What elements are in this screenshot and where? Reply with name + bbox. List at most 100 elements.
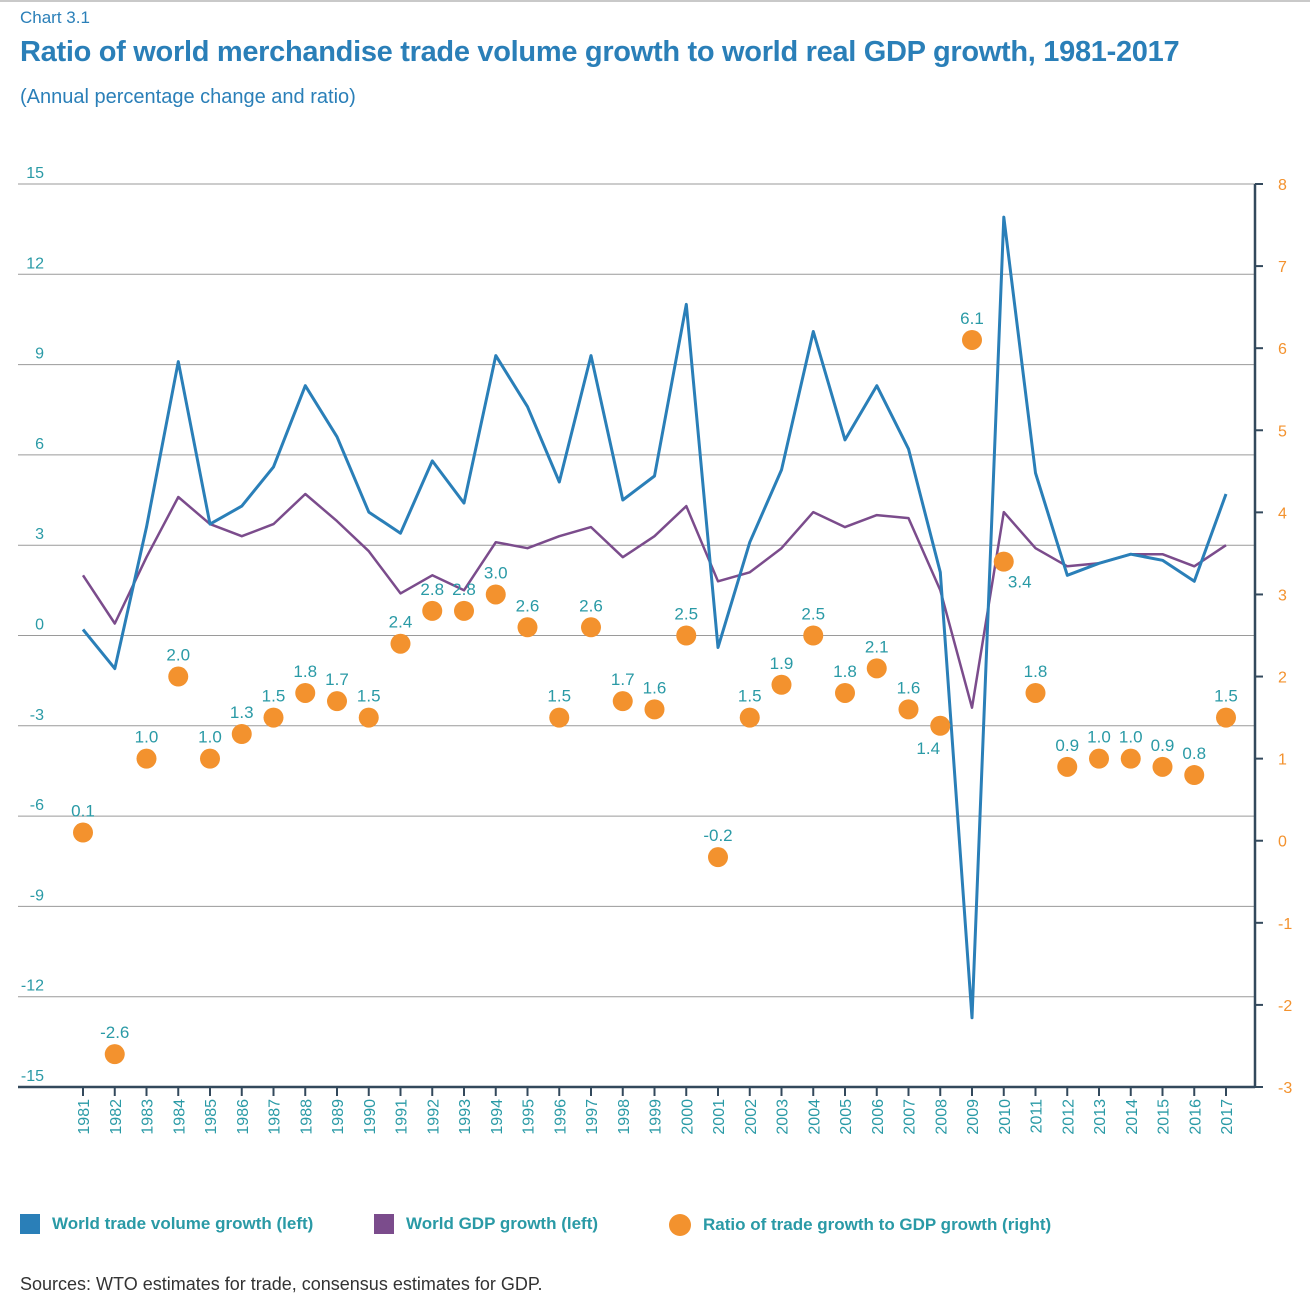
ratio-data-label: 2.5 <box>674 605 698 624</box>
right-tick-label: -3 <box>1278 1080 1292 1097</box>
ratio-point <box>803 625 824 646</box>
legend-label-trade: World trade volume growth (left) <box>52 1214 314 1233</box>
legend-label-ratio: Ratio of trade growth to GDP growth (rig… <box>703 1215 1052 1234</box>
x-tick-label: 2006 <box>870 1099 887 1135</box>
chart-number: Chart 3.1 <box>20 8 90 27</box>
ratio-data-label: 0.1 <box>71 802 95 821</box>
chart-canvas: 15 12 9 6 3 0 -3 -6 -9 -12 -15 8 7 6 5 4 3 2 1 0 -1 -2 -3 1981 1… <box>18 165 1292 1135</box>
left-tick-label: -3 <box>30 707 44 724</box>
ratio-data-label: 1.5 <box>262 687 286 706</box>
x-tick-label: 2002 <box>743 1099 760 1135</box>
ratio-point <box>358 707 379 728</box>
top-rule <box>0 0 1310 2</box>
right-tick-label: 7 <box>1278 259 1287 276</box>
legend-item-ratio: Ratio of trade growth to GDP growth (rig… <box>669 1214 1051 1236</box>
ratio-point <box>739 707 760 728</box>
ratio-point <box>708 847 728 868</box>
ratio-point <box>295 682 316 703</box>
legend-label-gdp: World GDP growth (left) <box>406 1214 599 1233</box>
ratio-data-label: 1.6 <box>643 678 667 697</box>
x-tick-label: 1983 <box>140 1099 157 1135</box>
x-tick-label: 2012 <box>1060 1099 1077 1135</box>
x-tick-label: 2003 <box>775 1099 792 1135</box>
ratio-data-label: 1.3 <box>230 703 254 722</box>
ratio-data-label: 1.5 <box>547 687 571 706</box>
ratio-point <box>231 724 252 745</box>
ratio-data-label: 1.9 <box>770 654 794 673</box>
ratio-point <box>263 707 284 728</box>
ratio-data-label: 1.5 <box>357 687 381 706</box>
gdp-growth-line <box>81 492 1227 709</box>
x-tick-label: 1994 <box>489 1099 506 1135</box>
left-tick-label: -6 <box>30 797 44 814</box>
ratio-point <box>517 617 538 638</box>
ratio-point <box>962 329 982 350</box>
ratio-point <box>1057 756 1078 777</box>
ratio-data-label: 1.0 <box>198 728 222 747</box>
x-tick-label: 2016 <box>1187 1099 1204 1135</box>
ratio-data-label: 1.8 <box>833 662 857 681</box>
ratio-data-label: 2.8 <box>452 580 476 599</box>
ratio-point <box>168 666 189 687</box>
ratio-point <box>866 658 887 679</box>
left-tick-label: 9 <box>35 346 44 363</box>
x-tick-label: 2009 <box>965 1099 982 1135</box>
right-tick-label: 5 <box>1278 423 1287 440</box>
ratio-point <box>1025 682 1046 703</box>
ratio-point <box>390 633 411 654</box>
right-tick-label: 4 <box>1278 505 1287 522</box>
x-tick-label: 2010 <box>997 1099 1014 1135</box>
ratio-data-label: 3.0 <box>484 563 508 582</box>
source-note: Sources: WTO estimates for trade, consen… <box>20 1274 543 1294</box>
ratio-data-label: 1.5 <box>738 687 762 706</box>
ratio-point <box>1120 748 1141 769</box>
ratio-data-label: 1.0 <box>1087 728 1111 747</box>
x-tick-label: 1992 <box>425 1099 442 1135</box>
chart-legend: World trade volume growth (left) World G… <box>20 1214 1310 1244</box>
x-tick-label: 1985 <box>203 1099 220 1135</box>
ratio-point <box>422 600 443 621</box>
x-tick-label: 1995 <box>521 1099 538 1135</box>
legend-swatch-gdp <box>374 1214 394 1234</box>
x-tick-label: 2007 <box>902 1099 919 1135</box>
ratio-point <box>200 748 220 769</box>
ratio-point <box>898 699 919 720</box>
left-tick-label: 6 <box>35 436 44 453</box>
right-tick-label: -1 <box>1278 916 1292 933</box>
x-tick-label: 1999 <box>648 1099 665 1135</box>
left-tick-label: 3 <box>35 526 44 543</box>
left-tick-label: -15 <box>21 1068 44 1085</box>
right-tick-label: 2 <box>1278 670 1287 687</box>
x-tick-label: 1990 <box>362 1099 379 1135</box>
left-tick-label: -9 <box>30 887 44 904</box>
ratio-point <box>1216 707 1236 728</box>
ratio-point <box>1184 765 1205 786</box>
ratio-data-label: 2.6 <box>579 596 603 615</box>
x-tick-label: 1986 <box>235 1099 252 1135</box>
x-tick-label: 2015 <box>1156 1099 1173 1135</box>
x-tick-label: 2014 <box>1124 1099 1141 1135</box>
ratio-data-label: 1.7 <box>611 670 635 689</box>
ratio-point <box>644 699 665 720</box>
x-tick-label: 2017 <box>1219 1099 1236 1135</box>
ratio-data-label: 1.5 <box>1214 687 1238 706</box>
x-tick-label: 2001 <box>711 1099 728 1135</box>
x-tick-label: 2008 <box>933 1099 950 1135</box>
x-tick-label: 1998 <box>616 1099 633 1135</box>
trade-volume-line <box>81 215 1228 1020</box>
ratio-data-label: 1.0 <box>135 728 159 747</box>
ratio-point <box>73 822 93 843</box>
right-tick-label: 8 <box>1278 177 1287 194</box>
ratio-point <box>676 625 697 646</box>
ratio-data-label: 3.4 <box>1008 573 1032 592</box>
ratio-data-label: -0.2 <box>703 826 732 845</box>
x-tick-label: 2000 <box>679 1099 696 1135</box>
ratio-data-label: 6.1 <box>960 309 984 328</box>
right-tick-label: 1 <box>1278 752 1287 769</box>
ratio-point <box>104 1044 125 1065</box>
x-tick-label: 1987 <box>267 1099 284 1135</box>
ratio-point <box>993 551 1014 572</box>
x-tick-label: 1989 <box>330 1099 347 1135</box>
ratio-point <box>485 584 506 605</box>
x-tick-label: 1997 <box>584 1099 601 1135</box>
